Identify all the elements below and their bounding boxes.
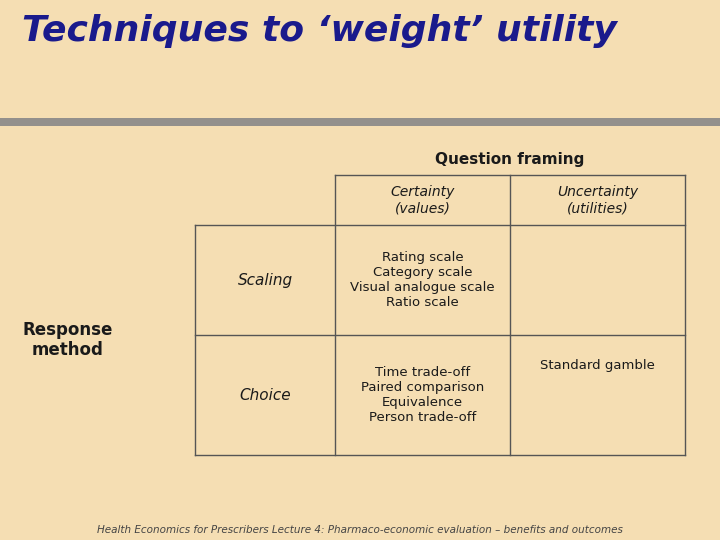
Text: Time trade-off
Paired comparison
Equivalence
Person trade-off: Time trade-off Paired comparison Equival…	[361, 366, 484, 424]
Text: Rating scale
Category scale
Visual analogue scale
Ratio scale: Rating scale Category scale Visual analo…	[350, 251, 495, 309]
Text: Certainty
(values): Certainty (values)	[390, 185, 455, 215]
Text: Health Economics for Prescribers Lecture 4: Pharmaco-economic evaluation – benef: Health Economics for Prescribers Lecture…	[97, 525, 623, 535]
Text: Standard gamble: Standard gamble	[540, 359, 655, 372]
Bar	[0, 118, 720, 126]
Text: Choice: Choice	[239, 388, 291, 402]
Text: Scaling: Scaling	[238, 273, 292, 287]
Text: Question framing: Question framing	[436, 152, 585, 167]
Text: Response
method: Response method	[22, 321, 112, 360]
Text: Uncertainty
(utilities): Uncertainty (utilities)	[557, 185, 638, 215]
Text: Techniques to ‘weight’ utility: Techniques to ‘weight’ utility	[22, 14, 617, 48]
